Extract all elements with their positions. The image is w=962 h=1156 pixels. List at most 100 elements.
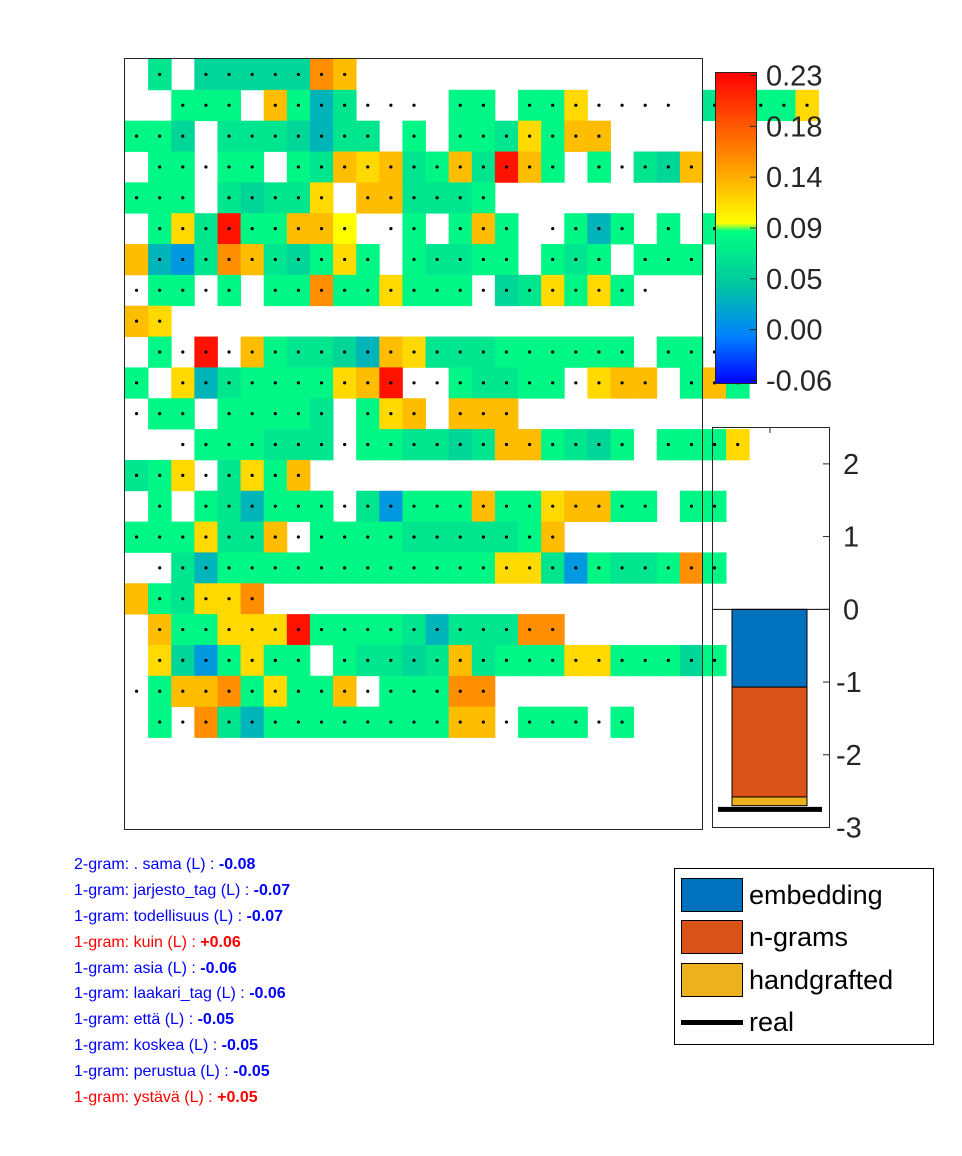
- heatmap-dot: [204, 689, 208, 693]
- heatmap-dot: [481, 442, 485, 447]
- feature-label: 1-gram: koskea (L) :: [74, 1037, 222, 1055]
- heatmap-dot: [643, 288, 647, 292]
- bar-axis-tick-label: 2: [843, 449, 859, 481]
- heatmap-dot: [435, 350, 439, 354]
- heatmap-dot: [528, 103, 532, 107]
- heatmap-dot: [227, 227, 231, 231]
- heatmap-dot: [481, 381, 485, 385]
- colorbar-tick-label: 0.09: [766, 213, 822, 245]
- heatmap-dot: [643, 566, 647, 570]
- heatmap-dot: [158, 134, 162, 138]
- heatmap-dot: [319, 504, 324, 508]
- heatmap-dot: [504, 134, 509, 138]
- heatmap-dot: [181, 566, 185, 570]
- heatmap-dot: [805, 103, 809, 107]
- feature-value: -0.07: [253, 881, 291, 899]
- heatmap-dot: [158, 165, 162, 169]
- heatmap-dot: [250, 412, 254, 416]
- heatmap-dot: [366, 288, 370, 292]
- heatmap-dot: [366, 658, 370, 662]
- heatmap-dot: [250, 627, 254, 632]
- feature-item: 1-gram: ystävä (L) : +0.05: [74, 1085, 290, 1111]
- heatmap-dot: [481, 504, 485, 508]
- heatmap-dot: [273, 257, 277, 262]
- heatmap-dot: [227, 103, 231, 107]
- heatmap-dot: [412, 227, 416, 231]
- bar-axis-tick-label: 1: [843, 522, 859, 554]
- heatmap-dot: [666, 165, 670, 169]
- heatmap-dot: [736, 442, 740, 447]
- feature-label: 1-gram: ystävä (L) :: [74, 1089, 218, 1107]
- heatmap-dot: [412, 288, 416, 292]
- heatmap-dot: [227, 689, 231, 693]
- heatmap-dot: [366, 627, 370, 632]
- heatmap-dot: [458, 504, 462, 508]
- heatmap-dot: [181, 227, 185, 231]
- heatmap-dot: [227, 442, 231, 447]
- feature-item: 1-gram: kuin (L) : +0.06: [74, 930, 290, 956]
- heatmap-dot: [250, 566, 254, 570]
- heatmap-dot: [551, 442, 555, 447]
- heatmap-dot: [296, 658, 300, 662]
- heatmap-dot: [250, 504, 254, 508]
- heatmap-dot: [620, 381, 624, 385]
- heatmap-dot: [319, 72, 324, 77]
- heatmap-dot: [273, 473, 277, 477]
- heatmap-dot: [551, 227, 555, 231]
- heatmap-dot: [458, 442, 462, 447]
- heatmap-dot: [319, 689, 324, 693]
- heatmap-dot: [504, 566, 509, 570]
- heatmap-dot: [273, 134, 277, 138]
- heatmap-dot: [273, 227, 277, 231]
- legend-entry-ngrams: n-grams: [681, 920, 931, 956]
- bar-axis-tick-label: -3: [836, 813, 862, 845]
- heatmap-dot: [158, 350, 162, 354]
- legend-swatch-ngrams: [681, 920, 743, 954]
- heatmap-dot: [158, 658, 162, 662]
- heatmap-dot: [782, 103, 786, 107]
- feature-label: 1-gram: asia (L) :: [74, 959, 201, 977]
- heatmap-dot: [296, 257, 300, 262]
- heatmap-dot: [158, 720, 162, 724]
- heatmap-dot: [412, 257, 416, 262]
- heatmap-dot: [435, 720, 439, 724]
- heatmap-dot: [273, 720, 277, 724]
- heatmap-dot: [158, 288, 162, 292]
- heatmap-dot: [343, 288, 347, 292]
- heatmap-dot: [343, 227, 347, 231]
- heatmap-dot: [204, 535, 208, 539]
- heatmap-dot: [319, 165, 324, 169]
- heatmap-dot: [574, 350, 578, 354]
- heatmap-dot: [227, 720, 231, 724]
- heatmap-dot: [481, 412, 485, 416]
- heatmap-dot: [435, 566, 439, 570]
- heatmap-dot: [366, 442, 370, 447]
- heatmap-dot: [528, 504, 532, 508]
- heatmap-dot: [296, 442, 300, 447]
- bar-axis-ticks: 2 1 0 -1 -2 -3: [769, 428, 862, 845]
- heatmap-dot: [134, 319, 139, 323]
- heatmap-dot: [158, 196, 162, 200]
- feature-item: 1-gram: laakari_tag (L) : -0.06: [74, 981, 290, 1007]
- heatmap-dot: [389, 689, 393, 693]
- heatmap-dot: [343, 72, 347, 77]
- heatmap-frame: [124, 58, 703, 830]
- heatmap-dot: [528, 627, 532, 632]
- feature-value: -0.05: [197, 1011, 235, 1029]
- heatmap-dot: [273, 103, 277, 107]
- heatmap-dot: [158, 627, 162, 632]
- heatmap-dot: [250, 350, 254, 354]
- heatmap-dot: [204, 288, 208, 292]
- feature-item: 1-gram: että (L) : -0.05: [74, 1007, 290, 1033]
- heatmap-dot: [181, 535, 185, 539]
- heatmap-dot: [204, 257, 208, 262]
- heatmap-dot: [759, 103, 763, 107]
- heatmap-dot: [504, 381, 509, 385]
- heatmap-dot: [574, 227, 578, 231]
- heatmap-dot: [412, 627, 416, 632]
- heatmap-dot: [273, 504, 277, 508]
- heatmap-dot: [366, 566, 370, 570]
- heatmap-dot: [458, 381, 462, 385]
- heatmap-dot: [597, 257, 601, 262]
- heatmap-dot: [412, 689, 416, 693]
